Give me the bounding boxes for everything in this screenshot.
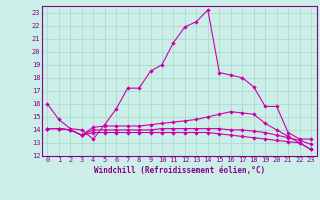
- X-axis label: Windchill (Refroidissement éolien,°C): Windchill (Refroidissement éolien,°C): [94, 166, 265, 175]
